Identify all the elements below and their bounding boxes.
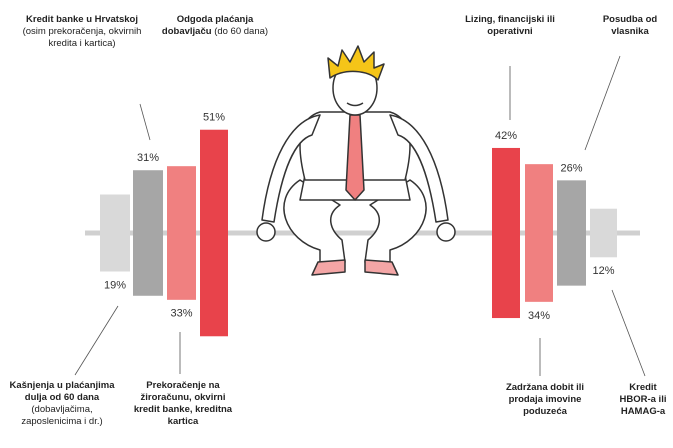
leader-line	[585, 56, 620, 150]
plate	[492, 148, 520, 318]
value-label: 19%	[104, 279, 126, 291]
plate-label: Prekoračenje na žiroračunu, okvirni kred…	[128, 380, 238, 428]
label-note: (do 60 dana)	[214, 26, 268, 37]
value-label: 34%	[528, 310, 550, 322]
value-label: 26%	[560, 162, 582, 174]
plate	[167, 166, 196, 300]
plate	[200, 130, 228, 337]
plate-label: Kredit banke u Hrvatskoj (osim prekorače…	[17, 14, 147, 50]
value-label: 42%	[495, 130, 517, 142]
value-label: 12%	[592, 265, 614, 277]
label-title: Kašnjenja u plaćanjima dulja od 60 dana	[9, 380, 114, 403]
value-label: 33%	[170, 308, 192, 320]
label-note: (dobavljačima, zaposlenicima i dr.)	[21, 404, 102, 427]
value-label: 31%	[137, 152, 159, 164]
plate-label: Lizing, financijski ili operativni	[460, 14, 560, 38]
plate	[100, 195, 130, 272]
plate-label: Posudba od vlasnika	[585, 14, 673, 38]
plate	[133, 170, 163, 296]
weightlifter	[257, 46, 455, 275]
label-title: Prekoračenje na žiroračunu, okvirni kred…	[134, 380, 232, 427]
infographic: 19% 31% 33% 51% 42% 34% 26% 12% Kašnjenja u pla…	[0, 0, 673, 448]
plate	[525, 164, 553, 302]
plate-label: Zadržana dobit ili prodaja imovine poduz…	[495, 382, 595, 418]
label-title: Zadržana dobit ili prodaja imovine poduz…	[506, 382, 584, 417]
label-title: Posudba od vlasnika	[603, 14, 657, 37]
label-title: Lizing, financijski ili operativni	[465, 14, 555, 37]
label-note: (osim prekoračenja, okvirnih kredita i k…	[23, 26, 142, 49]
leader-line	[612, 290, 645, 376]
value-label: 51%	[203, 112, 225, 124]
label-title: Kredit HBOR-a ili HAMAG-a	[620, 382, 667, 417]
plate	[590, 209, 617, 258]
label-title: Kredit banke u Hrvatskoj	[26, 14, 138, 25]
plate-label: Odgoda plaćanja dobavljaču (do 60 dana)	[160, 14, 270, 38]
plate-label: Kredit HBOR-a ili HAMAG-a	[615, 382, 671, 418]
plate-label: Kašnjenja u plaćanjima dulja od 60 dana …	[2, 380, 122, 428]
plate	[557, 180, 586, 285]
leader-line	[75, 306, 118, 375]
leader-line	[140, 104, 150, 140]
